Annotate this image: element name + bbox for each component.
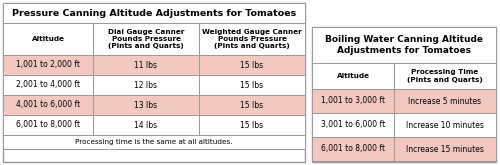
Bar: [394, 113, 496, 137]
Bar: [199, 95, 305, 115]
Text: 15 lbs: 15 lbs: [240, 61, 264, 69]
Bar: [199, 23, 305, 55]
Bar: [3, 3, 305, 162]
Text: Altitude: Altitude: [336, 73, 370, 79]
Text: 12 lbs: 12 lbs: [134, 81, 158, 89]
Bar: [312, 89, 394, 113]
Text: Increase 15 minutes: Increase 15 minutes: [406, 145, 484, 153]
Text: 1,001 to 2,000 ft: 1,001 to 2,000 ft: [16, 61, 80, 69]
Bar: [3, 115, 93, 135]
Bar: [199, 75, 305, 95]
Text: 2,001 to 4,000 ft: 2,001 to 4,000 ft: [16, 81, 80, 89]
Bar: [312, 113, 394, 137]
Bar: [312, 63, 394, 89]
Bar: [3, 135, 305, 149]
Text: Boiling Water Canning Altitude
Adjustments for Tomatoes: Boiling Water Canning Altitude Adjustmen…: [325, 35, 483, 55]
Text: Increase 5 minutes: Increase 5 minutes: [408, 97, 482, 105]
Text: Processing Time
(Pints and Quarts): Processing Time (Pints and Quarts): [407, 69, 483, 83]
Bar: [93, 23, 199, 55]
Bar: [3, 55, 93, 75]
Text: 6,001 to 8,000 ft: 6,001 to 8,000 ft: [16, 120, 80, 130]
Text: Increase 10 minutes: Increase 10 minutes: [406, 120, 484, 130]
Bar: [199, 115, 305, 135]
Text: 15 lbs: 15 lbs: [240, 100, 264, 110]
Bar: [199, 55, 305, 75]
Bar: [312, 27, 496, 63]
Text: 6,001 to 8,000 ft: 6,001 to 8,000 ft: [321, 145, 385, 153]
Text: 3,001 to 6,000 ft: 3,001 to 6,000 ft: [321, 120, 385, 130]
Bar: [312, 27, 496, 162]
Bar: [3, 3, 305, 23]
Text: Weighted Gauge Canner
Pounds Pressure
(Pints and Quarts): Weighted Gauge Canner Pounds Pressure (P…: [202, 29, 302, 49]
Bar: [93, 115, 199, 135]
Bar: [394, 89, 496, 113]
Text: 15 lbs: 15 lbs: [240, 81, 264, 89]
Text: Altitude: Altitude: [32, 36, 64, 42]
Bar: [3, 23, 93, 55]
Text: Pressure Canning Altitude Adjustments for Tomatoes: Pressure Canning Altitude Adjustments fo…: [12, 9, 296, 17]
Bar: [394, 63, 496, 89]
Bar: [312, 137, 394, 161]
Bar: [93, 55, 199, 75]
Text: 14 lbs: 14 lbs: [134, 120, 158, 130]
Bar: [3, 75, 93, 95]
Text: 13 lbs: 13 lbs: [134, 100, 158, 110]
Bar: [3, 95, 93, 115]
Text: Processing time is the same at all altitudes.: Processing time is the same at all altit…: [75, 139, 233, 145]
Bar: [394, 137, 496, 161]
Text: 1,001 to 3,000 ft: 1,001 to 3,000 ft: [321, 97, 385, 105]
Text: 15 lbs: 15 lbs: [240, 120, 264, 130]
Bar: [93, 95, 199, 115]
Text: 11 lbs: 11 lbs: [134, 61, 158, 69]
Text: Dial Gauge Canner
Pounds Pressure
(Pints and Quarts): Dial Gauge Canner Pounds Pressure (Pints…: [108, 29, 184, 49]
Bar: [93, 75, 199, 95]
Text: 4,001 to 6,000 ft: 4,001 to 6,000 ft: [16, 100, 80, 110]
